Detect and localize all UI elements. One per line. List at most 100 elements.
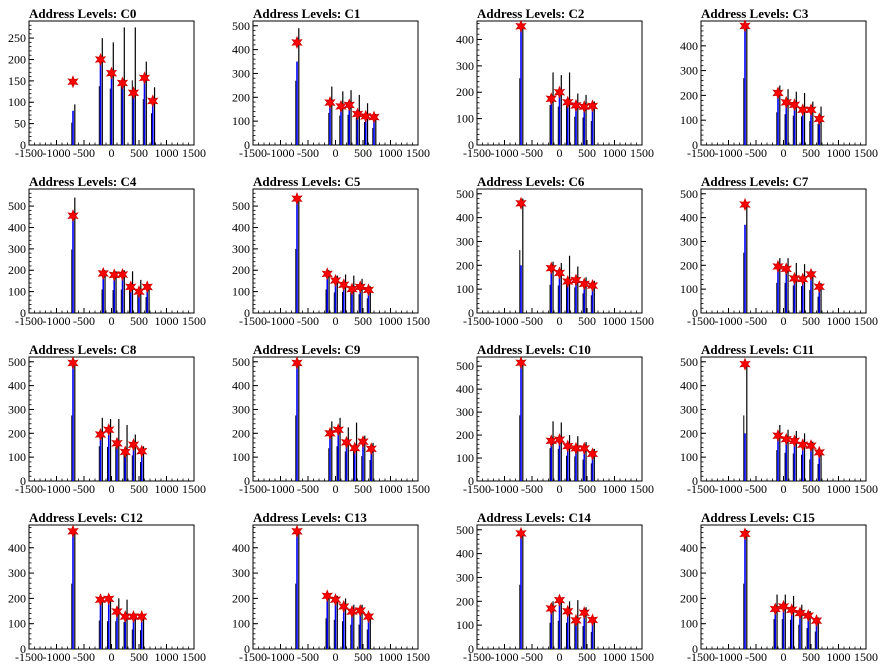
y-tick-label: 100 (456, 451, 474, 465)
chart-title: Address Levels: C12 (29, 510, 143, 525)
x-tick-label: -1000 (491, 314, 519, 328)
x-tick-label: 0 (781, 314, 787, 328)
x-tick-label: 0 (109, 650, 115, 664)
x-tick-label: 1000 (603, 650, 627, 664)
x-tick-label: -1500 (463, 146, 491, 160)
x-tick-label: 1500 (630, 650, 654, 664)
star-marker (346, 282, 358, 296)
star-marker (67, 209, 79, 223)
star-marker (321, 267, 333, 281)
star-marker (354, 280, 366, 294)
y-tick-label: 400 (8, 220, 26, 234)
chart-panel-c8: Address Levels: C8 0 100 200 300 400 500 -1500-… (0, 336, 224, 504)
y-tick-label: 0 (20, 306, 26, 320)
x-tick-label: 1000 (827, 482, 851, 496)
x-tick-label: 500 (130, 146, 148, 160)
y-tick-label: 100 (8, 450, 26, 464)
x-tick-label: 0 (557, 482, 563, 496)
y-tick-label: 300 (232, 402, 250, 416)
y-tick-label: 400 (456, 547, 474, 561)
x-tick-label: -1000 (267, 314, 295, 328)
x-tick-label: -500 (73, 146, 95, 160)
x-tick-label: 500 (578, 650, 596, 664)
y-tick-label: 500 (232, 355, 250, 369)
y-tick-label: 500 (8, 355, 26, 369)
star-marker (578, 277, 590, 291)
y-tick-label: 200 (232, 263, 250, 277)
x-tick-label: 0 (333, 146, 339, 160)
y-tick-label: 200 (680, 258, 698, 272)
chart-svg: Address Levels: C3 0 100 200 300 400 -1500 -100… (680, 6, 878, 160)
y-tick-label: 200 (680, 426, 698, 440)
y-tick-label: 300 (232, 66, 250, 80)
star-marker (94, 52, 107, 67)
y-tick-label: 200 (8, 591, 26, 605)
x-tick-label: 1500 (182, 146, 206, 160)
star-marker (780, 432, 792, 446)
y-tick-label: 200 (680, 591, 698, 605)
y-tick-label: 0 (468, 138, 474, 152)
chart-panel-c14: Address Levels: C14 0 100 200 300 400 500 -1500… (448, 504, 672, 672)
y-tick-label: 400 (232, 541, 250, 555)
chart-svg: Address Levels: C80100200300400500-1500-… (8, 342, 206, 496)
plot-frame (252, 20, 419, 146)
chart-title: Address Levels: C7 (701, 174, 809, 189)
star-marker (136, 610, 148, 624)
star-marker (368, 110, 380, 124)
x-tick-label: 1000 (603, 314, 627, 328)
x-tick-label: 500 (578, 482, 596, 496)
y-tick-label: 400 (232, 379, 250, 393)
y-tick-label: 500 (232, 19, 250, 33)
x-tick-label: -1500 (239, 146, 267, 160)
star-marker (321, 589, 333, 603)
star-marker (739, 197, 751, 212)
x-tick-label: 1500 (182, 650, 206, 664)
chart-panel-c7: Address Levels: C7 0 100 200 300 400 500 -1500-… (672, 168, 896, 336)
y-tick-label: 300 (680, 566, 698, 580)
star-marker (570, 441, 582, 455)
x-tick-label: 0 (109, 314, 115, 328)
y-tick-label: 250 (8, 31, 26, 45)
x-tick-label: -1000 (267, 650, 295, 664)
chart-title: Address Levels: C1 (253, 6, 360, 21)
x-tick-label: -500 (521, 146, 543, 160)
star-marker (739, 357, 751, 371)
x-tick-label: -500 (745, 146, 767, 160)
y-tick-label: 400 (680, 39, 698, 53)
star-marker (780, 262, 792, 276)
y-tick-label: 400 (680, 541, 698, 555)
chart-panel-c0: Address Levels: C0 0 50 100 150 200 250 -1500 -1… (0, 0, 224, 168)
y-tick-label: 500 (680, 355, 698, 369)
chart-svg: Address Levels: C60100200300400500-1500-… (456, 174, 654, 328)
x-tick-label: -1500 (15, 146, 43, 160)
x-tick-label: 500 (354, 146, 372, 160)
star-marker (291, 35, 303, 50)
chart-panel-c2: Address Levels: C2 0 100 200 300 400 -1500 -100… (448, 0, 672, 168)
chart-title: Address Levels: C2 (477, 6, 584, 21)
star-marker (127, 86, 140, 100)
star-marker (586, 99, 599, 113)
star-marker (772, 86, 784, 100)
y-tick-label: 0 (692, 138, 698, 152)
star-marker (788, 434, 801, 448)
star-marker (570, 98, 582, 113)
chart-title: Address Levels: C8 (29, 342, 137, 357)
y-tick-label: 300 (680, 234, 698, 248)
x-tick-label: 0 (557, 650, 563, 664)
y-tick-label: 50 (14, 117, 26, 131)
chart-panel-c15: Address Levels: C15 0 100 200 300 400 -1500 -10… (672, 504, 896, 672)
x-tick-label: 500 (578, 314, 596, 328)
x-tick-label: -500 (745, 482, 767, 496)
star-marker (329, 273, 342, 288)
x-tick-label: 0 (333, 482, 339, 496)
star-marker (578, 606, 590, 620)
star-marker (291, 524, 303, 538)
x-tick-label: -500 (521, 482, 543, 496)
chart-svg: Address Levels: C2 0 100 200 300 400 -1500 -100… (456, 6, 654, 160)
y-tick-label: 500 (232, 199, 250, 213)
y-tick-label: 200 (680, 88, 698, 102)
star-marker (354, 603, 366, 618)
x-tick-label: 1000 (827, 146, 851, 160)
y-tick-label: 300 (232, 566, 250, 580)
y-tick-label: 400 (456, 211, 474, 225)
